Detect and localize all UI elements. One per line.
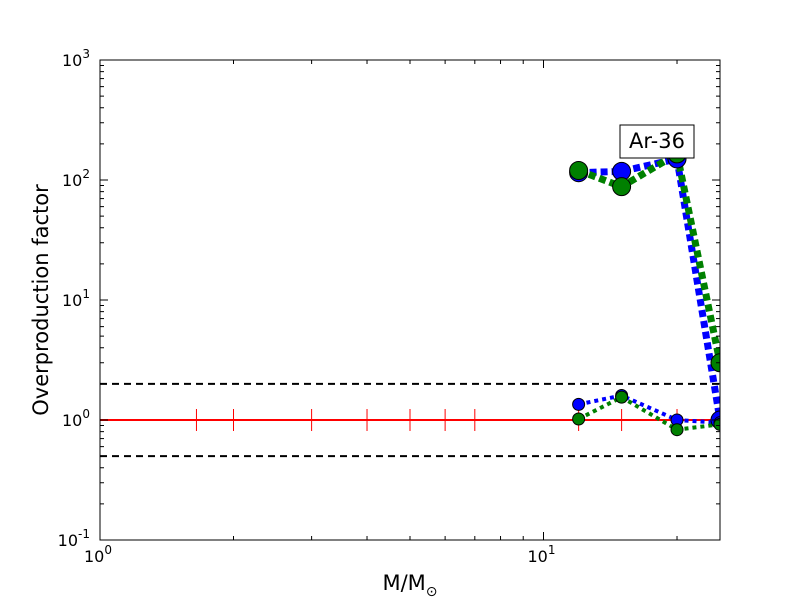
annotation: Ar-36 xyxy=(619,124,695,159)
y-tick-label: 101 xyxy=(62,287,90,310)
x-tick-label: 100 xyxy=(84,543,112,566)
y-axis-label: Overproduction factor xyxy=(29,184,53,416)
series-2-point xyxy=(572,397,586,411)
series-1-point xyxy=(569,160,589,180)
plot-area xyxy=(100,144,720,458)
annotation-label: Ar-36 xyxy=(629,129,685,153)
x-axis-label-sub: ⊙ xyxy=(426,584,438,600)
series-1-point xyxy=(612,177,632,197)
annotation-box xyxy=(619,124,695,159)
x-axis-label-main: M/M xyxy=(382,571,425,595)
y-tick-label: 100 xyxy=(62,407,90,430)
series-line-2 xyxy=(578,393,720,425)
x-tick-label: 101 xyxy=(528,543,556,566)
series-1-point xyxy=(710,353,720,373)
series-line-0 xyxy=(578,154,720,421)
y-tick-label: 103 xyxy=(62,47,90,70)
y-tick-label: 102 xyxy=(62,167,90,190)
y-tick-label: 10-1 xyxy=(58,527,90,550)
series-line-1 xyxy=(577,148,720,364)
series-3-point xyxy=(615,390,629,404)
series-3-point xyxy=(713,417,720,431)
x-axis-label: M/M⊙ xyxy=(382,571,437,600)
series-3-point xyxy=(572,412,586,426)
series-3-point xyxy=(670,423,684,437)
series-line-3 xyxy=(577,394,720,432)
